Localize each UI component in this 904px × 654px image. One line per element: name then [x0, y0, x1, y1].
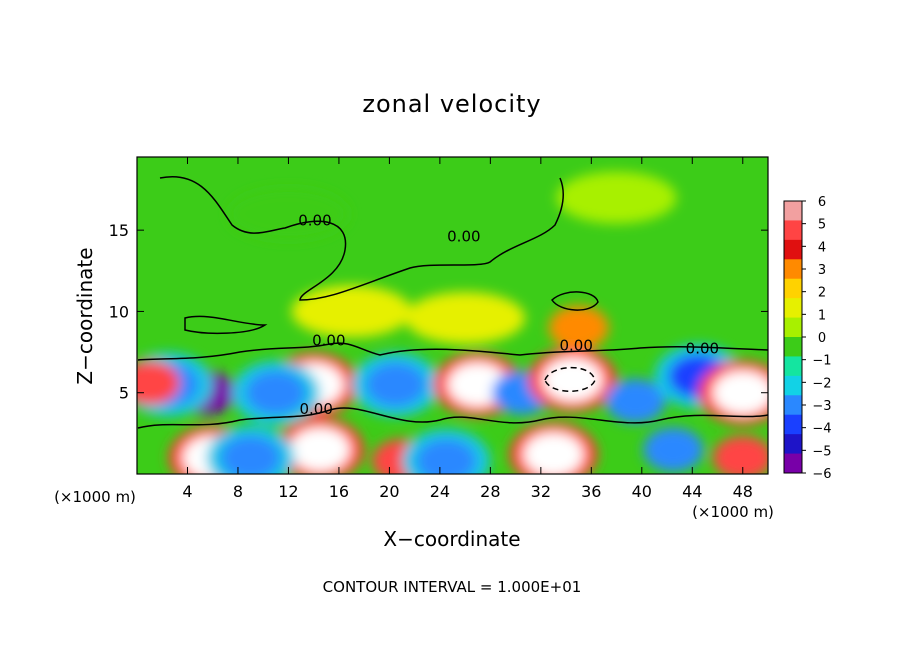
colorbar-swatch — [784, 278, 802, 299]
x-tick-label: 36 — [581, 482, 601, 501]
colorbar-swatch — [784, 356, 802, 377]
colorbar-swatch — [784, 298, 802, 319]
x-tick-label: 28 — [480, 482, 500, 501]
x-tick-label: 44 — [682, 482, 702, 501]
contour-label: 0.00 — [686, 340, 719, 358]
plot-area: 0.000.000.00 0.00 0.000.00 4 8 12 16 20 24 28 32 3… — [109, 156, 769, 501]
contour-line — [137, 342, 768, 361]
colorbar-tick-label: −6 — [812, 467, 831, 482]
contour-label: 0.00 — [300, 400, 333, 418]
x-tick-label: 20 — [379, 482, 399, 501]
chart-title: zonal velocity — [362, 90, 541, 118]
field-cell — [605, 378, 666, 423]
colorbar-swatch — [784, 375, 802, 396]
x-unit-left: (×1000 m) — [54, 488, 136, 506]
y-tick-label: 10 — [109, 302, 129, 321]
contour-label: 0.00 — [447, 228, 480, 246]
field-cell — [228, 187, 349, 240]
y-tick-label: 15 — [109, 221, 129, 240]
contour-label: 0.00 — [312, 332, 345, 350]
field-cell — [137, 360, 180, 405]
contour-line — [184, 315, 268, 335]
field-cell — [289, 427, 350, 472]
contour-label: 0.00 — [298, 211, 331, 229]
plot-frame — [136, 156, 769, 475]
field-cell — [556, 171, 677, 224]
contour-line — [544, 366, 596, 392]
colorbar-tick-label: −1 — [812, 354, 831, 369]
field-cell — [643, 427, 704, 472]
velocity-field — [137, 171, 768, 474]
x-tick-label: 24 — [430, 482, 450, 501]
colorbar-swatch — [784, 453, 802, 474]
contour-interval-note: CONTOUR INTERVAL = 1.000E+01 — [323, 578, 582, 596]
field-cell — [548, 305, 609, 350]
colorbar-swatch — [784, 434, 802, 455]
colorbar-tick-label: −3 — [812, 399, 831, 414]
x-tick-label: 12 — [278, 482, 298, 501]
colorbar-swatch — [784, 201, 802, 221]
x-tick-label: 4 — [182, 482, 192, 501]
colorbar-tick-label: 6 — [818, 195, 826, 210]
field-cell — [523, 432, 584, 474]
colorbar-tick-label: 3 — [818, 263, 826, 278]
field-cell — [542, 357, 603, 402]
colorbar-tick-label: −5 — [812, 444, 831, 459]
colorbar-swatch — [784, 220, 802, 241]
y-tick-label: 5 — [119, 384, 129, 403]
colorbar-swatch — [784, 239, 802, 260]
contour-line — [159, 175, 565, 301]
colorbar-swatch — [784, 317, 802, 338]
zero-contours — [137, 175, 768, 429]
field-cell — [416, 439, 477, 474]
field-cell — [220, 435, 281, 474]
colorbar-tick-label: 1 — [818, 308, 826, 323]
x-tick-label: 48 — [733, 482, 753, 501]
y-axis: 5 10 15 — [109, 221, 768, 403]
x-axis: 4 8 12 16 20 24 28 32 36 40 44 48 — [182, 157, 753, 501]
field-cell — [245, 370, 306, 415]
contour-label: 0.00 — [559, 336, 592, 354]
colorbar-tick-label: 5 — [818, 218, 826, 233]
contour-line — [137, 407, 768, 429]
field-cell — [365, 362, 426, 407]
colorbar-tick-label: 0 — [818, 331, 826, 346]
colorbar-tick-label: 4 — [818, 240, 826, 255]
field-cell — [291, 285, 412, 338]
colorbar-swatch — [784, 337, 802, 357]
colorbar-tick-label: −2 — [812, 376, 831, 391]
contour-labels: 0.00 0.00 0.00 0.00 0.00 0.00 — [298, 211, 719, 418]
colorbar-swatch — [784, 259, 802, 280]
field-cell — [405, 291, 526, 344]
contour-line — [551, 291, 599, 311]
colorbar-swatch — [784, 414, 802, 435]
colorbar-tick-label: −4 — [812, 422, 831, 437]
x-unit-right: (×1000 m) — [692, 503, 774, 521]
colorbar-swatch — [784, 395, 802, 416]
y-axis-label: Z−coordinate — [73, 247, 97, 384]
x-tick-label: 16 — [329, 482, 349, 501]
x-tick-label: 40 — [632, 482, 652, 501]
field-cell — [712, 435, 768, 474]
x-axis-label: X−coordinate — [383, 527, 520, 551]
x-tick-label: 8 — [233, 482, 243, 501]
x-tick-label: 32 — [531, 482, 551, 501]
colorbar-tick-label: 2 — [818, 286, 826, 301]
colorbar: 6 5 4 3 2 1 0 −1 −2 −3 −4 −5 −6 — [783, 195, 832, 482]
field-cell — [712, 370, 768, 415]
